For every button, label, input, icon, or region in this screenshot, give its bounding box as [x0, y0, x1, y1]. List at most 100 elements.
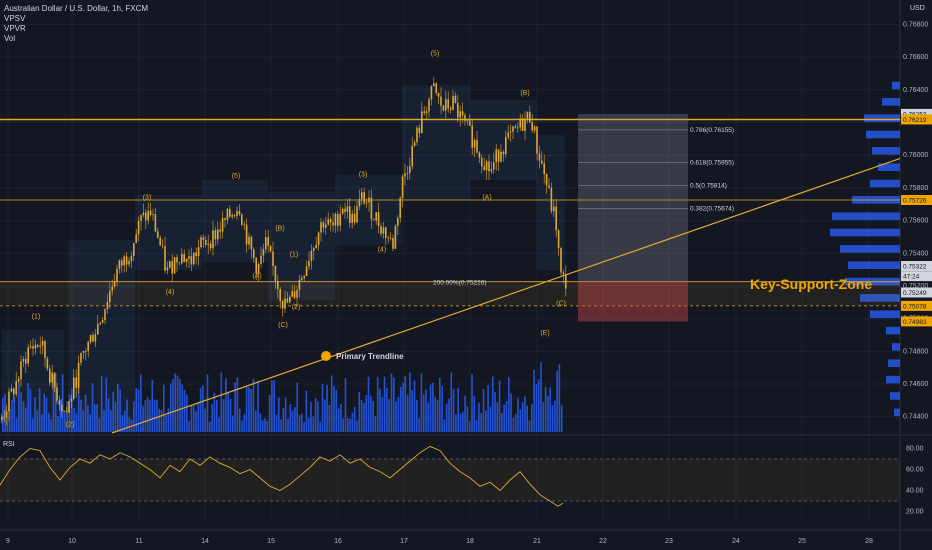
candle-body — [349, 206, 351, 223]
candle-body — [505, 137, 507, 155]
price-tag-5: 0.75249 — [903, 290, 927, 297]
volume-bar — [89, 414, 91, 432]
volume-bar — [360, 400, 363, 432]
candle-body — [353, 213, 356, 223]
candle-body — [377, 212, 380, 226]
candle-body — [476, 139, 478, 153]
candle-body — [507, 132, 509, 138]
volume-bar — [25, 407, 27, 432]
volume-bar — [43, 393, 45, 432]
candle-body — [317, 232, 320, 245]
volume-bar — [517, 397, 519, 432]
candle-body — [161, 245, 164, 247]
volume-bar — [234, 382, 236, 432]
volume-bar — [112, 391, 114, 432]
volume-bar — [298, 415, 301, 432]
volume-bar — [450, 372, 453, 432]
price-tick-5: 0.75800 — [903, 185, 928, 192]
currency-label: USD — [910, 5, 925, 12]
volume-bar — [107, 398, 110, 432]
volume-bar — [45, 397, 48, 432]
volume-bar — [429, 384, 432, 432]
candle-body — [37, 344, 39, 347]
volume-bar — [64, 412, 66, 432]
volume-bar — [526, 405, 528, 432]
candle-body — [212, 230, 214, 249]
candle-body — [87, 341, 89, 352]
rsi-pane: 80.00 60.00 40.00 20.00 — [0, 446, 924, 516]
trendline-marker[interactable] — [321, 351, 331, 361]
candle-body — [125, 256, 128, 265]
volume-bar — [337, 408, 340, 432]
candle-body — [548, 185, 550, 188]
candle-body — [440, 96, 442, 106]
candle-body — [411, 145, 413, 167]
volume-bar — [48, 413, 50, 432]
volume-bar — [351, 412, 354, 432]
volume-bar — [31, 418, 34, 432]
candle-body — [106, 302, 109, 310]
profile-bar-4 — [892, 343, 900, 351]
candle-body — [382, 227, 385, 234]
volume-bar — [252, 378, 255, 432]
volume-bar — [192, 404, 195, 432]
candle-body — [58, 400, 61, 405]
indicator-vpvr[interactable]: VPVR — [4, 24, 26, 33]
candle-body — [188, 256, 190, 259]
candle-body — [325, 224, 327, 228]
indicator-vol[interactable]: Vol — [4, 34, 16, 43]
volume-bar — [135, 387, 137, 432]
candle-body — [536, 126, 538, 154]
volume-bar — [75, 413, 78, 432]
time-axis[interactable]: 9 10 11 14 15 16 17 18 21 22 23 24 25 28 — [6, 538, 873, 545]
volume-bar — [367, 376, 370, 432]
candle-body — [25, 358, 27, 364]
candle-body — [346, 206, 349, 212]
candle-body — [413, 142, 416, 146]
volume-bar — [535, 384, 538, 432]
volume-bar — [160, 410, 163, 432]
volume-bar — [291, 410, 294, 432]
wave-label-5: (A) — [252, 273, 261, 280]
candle-body — [193, 252, 195, 265]
candle-body — [322, 222, 325, 228]
primary-trendline[interactable] — [111, 157, 901, 434]
volume-bar — [349, 418, 351, 432]
volume-bar — [71, 388, 73, 432]
volume-bar — [119, 389, 121, 432]
volume-bars — [2, 361, 563, 432]
volume-bar — [264, 417, 266, 432]
fibonacci-retracement[interactable]: 0.786(0.76155) 0.618(0.75955) 0.5(0.75814)… — [433, 113, 734, 322]
volume-bar — [121, 415, 124, 432]
volume-bar — [445, 403, 448, 432]
candle-body — [63, 411, 65, 412]
candle-body — [190, 256, 193, 265]
volume-bar — [487, 385, 489, 432]
indicator-vpsv[interactable]: VPSV — [4, 14, 26, 23]
profile-bar-5 — [886, 326, 900, 335]
volume-bar — [209, 421, 211, 432]
candle-body — [461, 111, 464, 116]
candle-body — [181, 254, 183, 264]
volume-bar — [266, 420, 269, 432]
candle-body — [421, 111, 423, 134]
volume-bar — [27, 382, 29, 432]
candle-body — [20, 361, 22, 380]
candle-body — [135, 234, 137, 244]
volume-bar — [6, 416, 9, 432]
profile-bar-2 — [886, 375, 900, 384]
candle-body — [519, 118, 521, 128]
candle-body — [344, 208, 346, 212]
candle-body — [255, 258, 257, 274]
profile-bar-12 — [832, 212, 900, 220]
volume-bar — [533, 369, 535, 432]
candle-body — [454, 95, 457, 104]
volume-bar — [558, 364, 561, 432]
price-tick-10: 0.74800 — [903, 348, 928, 355]
volume-bar — [560, 405, 563, 432]
volume-bar — [531, 403, 533, 432]
volume-bar — [301, 413, 303, 432]
volume-bar — [383, 376, 386, 432]
volume-bar — [149, 400, 151, 432]
